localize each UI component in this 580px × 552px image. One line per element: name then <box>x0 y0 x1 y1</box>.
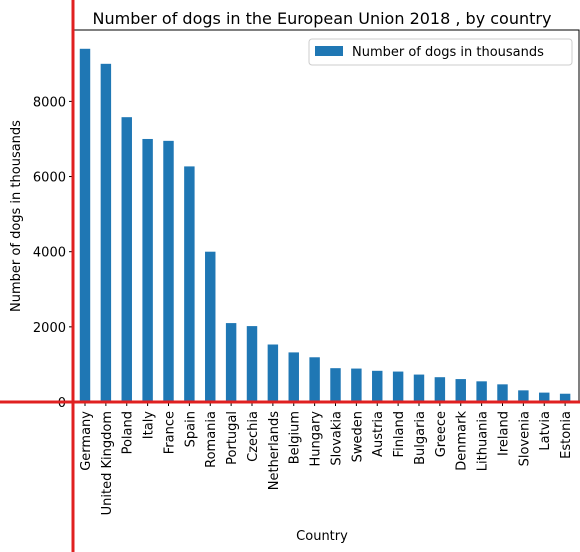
bar-czechia <box>246 326 258 402</box>
x-tick-label: Spain <box>183 411 198 447</box>
x-tick-label: Romania <box>204 411 219 468</box>
bar-france <box>163 140 174 402</box>
bar-finland <box>392 371 404 402</box>
x-tick-label: Slovakia <box>329 411 344 466</box>
x-tick-label: Bulgaria <box>413 411 428 465</box>
x-tick-label: Lithuania <box>476 411 491 471</box>
x-tick-label: Ireland <box>496 411 511 456</box>
y-axis-label: Number of dogs in thousands <box>9 120 24 312</box>
x-tick-label: Italy <box>142 411 157 440</box>
x-tick-label: Finland <box>392 411 407 457</box>
bar-estonia <box>559 393 571 402</box>
bar-denmark <box>455 379 466 402</box>
legend-label: Number of dogs in thousands <box>352 45 544 60</box>
bar-latvia <box>539 392 550 402</box>
y-tick-label: 4000 <box>33 246 66 261</box>
bar-slovenia <box>518 390 529 402</box>
bar-united-kingdom <box>100 63 112 402</box>
y-tick-label: 8000 <box>33 95 66 110</box>
bar-hungary <box>309 357 320 402</box>
x-tick-label: Latvia <box>538 411 553 451</box>
x-tick-label: Denmark <box>455 411 470 471</box>
x-tick-label: Greece <box>434 411 449 457</box>
x-tick-label: Czechia <box>246 411 261 462</box>
bar-austria <box>372 370 383 402</box>
chart-title: Number of dogs in the European Union 201… <box>93 9 552 28</box>
x-tick-label: Estonia <box>559 411 574 459</box>
x-tick-label: Slovenia <box>517 411 532 466</box>
bar-spain <box>184 166 195 402</box>
y-tick-label: 2000 <box>33 321 66 336</box>
x-tick-label: Netherlands <box>267 411 282 490</box>
legend-swatch <box>315 46 343 56</box>
bar-netherlands <box>267 344 279 402</box>
y-axis: 02000400060008000 <box>33 95 73 411</box>
y-tick-label: 6000 <box>33 171 66 186</box>
x-tick-label: Sweden <box>350 411 365 462</box>
x-tick-label: Germany <box>79 411 94 471</box>
bar-lithuania <box>476 381 487 402</box>
bar-sweden <box>351 368 362 402</box>
x-tick-label: Austria <box>371 411 386 457</box>
legend: Number of dogs in thousands <box>308 38 573 66</box>
x-tick-label: France <box>162 411 177 454</box>
bar-poland <box>121 117 132 403</box>
bar-romania <box>205 251 216 402</box>
x-axis: Germany United Kingdom Poland Italy France Sp… <box>79 402 574 515</box>
bars-group <box>79 48 571 403</box>
bar-bulgaria <box>413 374 425 402</box>
bar-germany <box>79 48 91 402</box>
bar-portugal <box>225 323 237 402</box>
x-tick-label: Poland <box>121 411 136 454</box>
x-tick-label: Portugal <box>225 411 240 465</box>
bar-belgium <box>288 352 299 402</box>
bar-ireland <box>497 384 508 402</box>
bar-greece <box>434 377 446 402</box>
bar-italy <box>142 138 153 402</box>
x-tick-label: Hungary <box>309 411 324 467</box>
x-tick-label: Belgium <box>288 411 303 464</box>
x-tick-label: United Kingdom <box>100 411 115 515</box>
x-axis-label: Country <box>296 529 348 544</box>
bar-slovakia <box>330 368 341 402</box>
legend-box <box>308 38 573 66</box>
